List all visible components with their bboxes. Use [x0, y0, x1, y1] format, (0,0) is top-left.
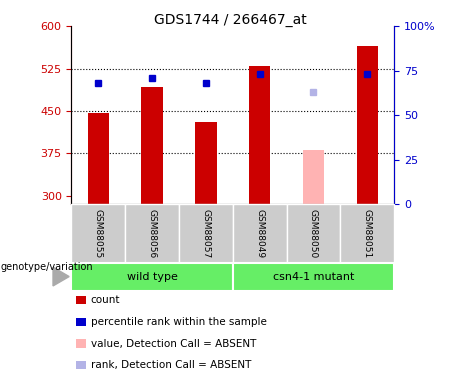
Text: csn4-1 mutant: csn4-1 mutant: [273, 272, 354, 282]
Text: GSM88055: GSM88055: [94, 209, 103, 258]
Bar: [303, 150, 324, 204]
Bar: [88, 113, 109, 204]
Text: genotype/variation: genotype/variation: [1, 262, 94, 272]
Text: percentile rank within the sample: percentile rank within the sample: [91, 317, 267, 327]
Text: GSM88049: GSM88049: [255, 209, 264, 258]
Text: GSM88056: GSM88056: [148, 209, 157, 258]
Bar: [356, 46, 378, 204]
Bar: [142, 87, 163, 204]
Text: wild type: wild type: [127, 272, 177, 282]
Bar: [195, 122, 217, 204]
Text: count: count: [91, 295, 120, 305]
Text: GSM88057: GSM88057: [201, 209, 210, 258]
Text: GDS1744 / 266467_at: GDS1744 / 266467_at: [154, 13, 307, 27]
Text: GSM88051: GSM88051: [363, 209, 372, 258]
Text: value, Detection Call = ABSENT: value, Detection Call = ABSENT: [91, 339, 256, 348]
Bar: [249, 66, 271, 204]
Text: rank, Detection Call = ABSENT: rank, Detection Call = ABSENT: [91, 360, 251, 370]
Text: GSM88050: GSM88050: [309, 209, 318, 258]
